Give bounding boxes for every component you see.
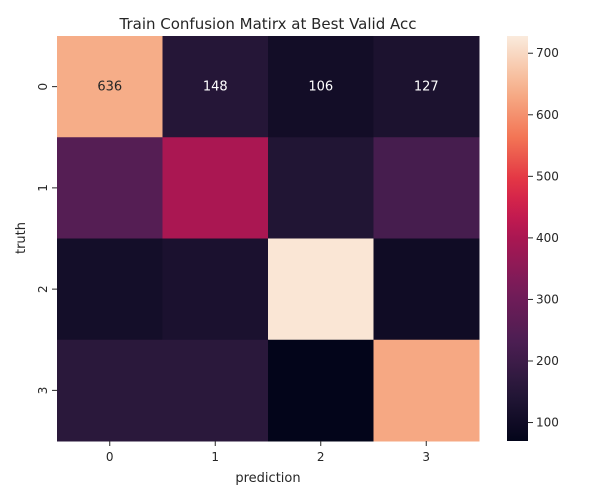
y-tick-label: 2 bbox=[36, 285, 50, 293]
heatmap-cell-1-1 bbox=[162, 137, 269, 239]
x-tick-label: 0 bbox=[106, 450, 114, 464]
colorbar-tick-label: 300 bbox=[536, 292, 559, 306]
heatmap-cell-0-1 bbox=[162, 36, 269, 138]
colorbar-tick-label: 600 bbox=[536, 108, 559, 122]
y-tick-label: 1 bbox=[36, 184, 50, 192]
cell-value-label: 636 bbox=[97, 80, 122, 95]
x-axis-label: prediction bbox=[235, 471, 300, 486]
x-tick-label: 3 bbox=[422, 450, 430, 464]
heatmap-cell-2-1 bbox=[162, 238, 269, 341]
heatmap-cell-0-0 bbox=[57, 36, 163, 138]
y-tick-label: 3 bbox=[36, 387, 50, 395]
heatmap-cell-1-2 bbox=[268, 137, 374, 239]
heatmap-cell-2-3 bbox=[373, 238, 480, 341]
colorbar-tick-label: 400 bbox=[536, 231, 559, 245]
x-tick-label: 1 bbox=[211, 450, 219, 464]
colorbar-axis: 100 200 300 400 500 600 700 bbox=[528, 46, 559, 430]
y-tick-label: 0 bbox=[36, 83, 50, 91]
heatmap-cells: 636 148 106 127 bbox=[57, 36, 480, 442]
chart-title: Train Confusion Matirx at Best Valid Acc bbox=[119, 15, 417, 33]
cell-value-label: 148 bbox=[203, 80, 228, 95]
x-tick-label: 2 bbox=[317, 450, 325, 464]
heatmap-cell-0-3 bbox=[373, 36, 480, 138]
heatmap-cell-0-2 bbox=[268, 36, 374, 138]
heatmap-cell-2-0 bbox=[57, 238, 163, 341]
heatmap-cell-3-2 bbox=[268, 339, 374, 442]
colorbar bbox=[507, 36, 528, 441]
heatmap-cell-1-3 bbox=[373, 137, 480, 239]
colorbar-tick-label: 100 bbox=[536, 416, 559, 430]
heatmap-cell-2-2 bbox=[268, 238, 374, 341]
colorbar-tick-label: 700 bbox=[536, 46, 559, 60]
colorbar-tick-label: 200 bbox=[536, 354, 559, 368]
cell-value-label: 127 bbox=[414, 80, 439, 95]
x-axis: 0 1 2 3 bbox=[106, 441, 430, 464]
colorbar-tick-label: 500 bbox=[536, 169, 559, 183]
cell-value-label: 106 bbox=[308, 80, 333, 95]
y-axis: 0 1 2 3 bbox=[36, 83, 57, 394]
heatmap-cell-3-1 bbox=[162, 339, 269, 442]
heatmap-cell-3-0 bbox=[57, 339, 163, 442]
heatmap-cell-3-3 bbox=[373, 339, 480, 442]
heatmap-cell-1-0 bbox=[57, 137, 163, 239]
y-axis-label: truth bbox=[14, 222, 29, 254]
